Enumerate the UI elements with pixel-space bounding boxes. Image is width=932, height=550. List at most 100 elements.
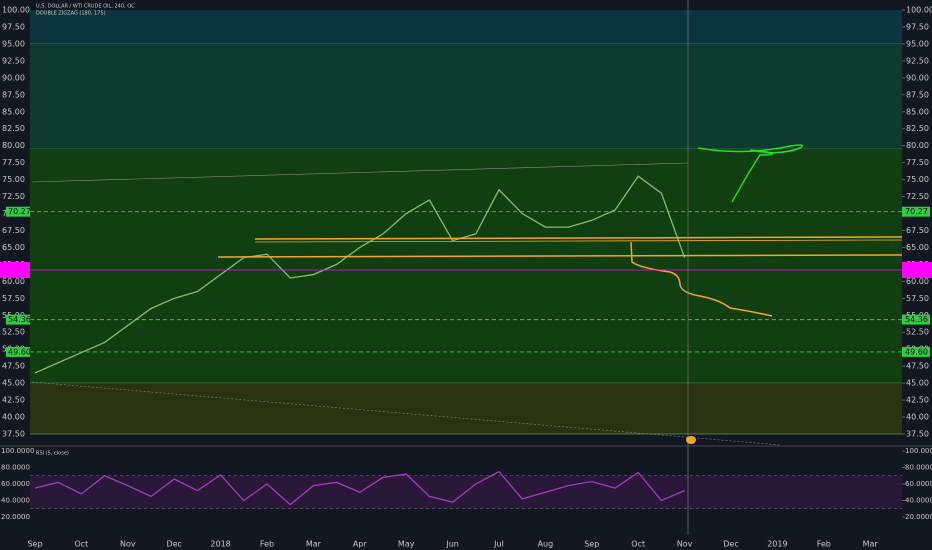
y-tick-label: 20.0000 xyxy=(905,513,932,521)
y-tick-label: 80.0000 xyxy=(905,464,932,472)
x-tick-label: Nov xyxy=(120,540,136,549)
level-tag xyxy=(6,314,30,325)
rsi-title: RSI (5, close) xyxy=(36,451,69,457)
y-tick-label: 87.50 xyxy=(906,90,929,99)
orange-line xyxy=(217,254,903,258)
price-tag xyxy=(0,262,30,278)
y-tick-label: 52.50 xyxy=(906,328,929,337)
x-tick-label: Jul xyxy=(493,540,504,549)
y-tick-label: 40.0000 xyxy=(1,497,30,505)
y-tick-label: 72.50 xyxy=(2,192,25,201)
x-tick-label: Dec xyxy=(723,540,738,549)
y-tick-label: 97.50 xyxy=(906,22,929,31)
price-line xyxy=(34,175,686,374)
y-tick-label: 82.50 xyxy=(906,124,929,133)
y-tick-label: 37.50 xyxy=(2,430,25,439)
y-tick-label: 60.00 xyxy=(2,277,25,286)
y-tick-label: 100.0000 xyxy=(1,447,34,455)
zone xyxy=(30,10,902,44)
y-tick-label: 75.00 xyxy=(2,175,25,184)
x-tick-label: Feb xyxy=(817,540,831,549)
orange-line xyxy=(254,236,903,240)
zone xyxy=(30,383,902,434)
trend-line xyxy=(31,381,781,446)
x-tick-label: Oct xyxy=(74,540,88,549)
y-tick-label: 95.00 xyxy=(2,39,25,48)
zones xyxy=(30,10,902,435)
y-tick-label: 100.0000 xyxy=(905,447,932,455)
y-tick-label: 87.50 xyxy=(2,90,25,99)
y-tick-label: 75.00 xyxy=(906,175,929,184)
orange-line xyxy=(254,239,903,243)
marker xyxy=(686,436,696,444)
x-tick-label: Nov xyxy=(677,540,693,549)
y-tick-label: 82.50 xyxy=(2,124,25,133)
x-tick-label: Dec xyxy=(166,540,181,549)
y-tick-label: 77.50 xyxy=(2,158,25,167)
y-tick-label: 90.00 xyxy=(2,73,25,82)
chart-subtitle: DOUBLE ZIGZAG (180, 175) xyxy=(36,11,106,17)
x-tick-label: Apr xyxy=(353,540,368,549)
level-tag xyxy=(6,346,30,357)
y-tick-label: 67.50 xyxy=(2,226,25,235)
x-tick-label: May xyxy=(398,540,415,549)
price-tag xyxy=(902,262,932,278)
y-tick-label: 95.00 xyxy=(906,39,929,48)
y-tick-label: 57.50 xyxy=(2,294,25,303)
y-tick-label: 45.00 xyxy=(906,379,929,388)
y-tick-label: 60.00 xyxy=(906,277,929,286)
y-tick-label: 60.0000 xyxy=(905,480,932,488)
y-tick-label: 60.0000 xyxy=(1,480,30,488)
x-tick-label: Aug xyxy=(538,540,554,549)
y-tick-label: 57.50 xyxy=(906,294,929,303)
level-tag xyxy=(902,314,930,325)
level-label: 49.60 xyxy=(905,347,928,356)
x-tick-label: 2018 xyxy=(210,540,230,549)
y-tick-label: 77.50 xyxy=(906,158,929,167)
y-tick-label: 80.00 xyxy=(906,141,929,150)
y-tick-label: 85.00 xyxy=(906,107,929,116)
y-tick-label: 72.50 xyxy=(906,192,929,201)
freehand xyxy=(697,144,804,203)
chart-title: U.S. DOLLAR / WTI CRUDE OIL, 240, OC xyxy=(36,4,135,10)
x-tick-label: Mar xyxy=(863,540,879,549)
x-tick-label: Sep xyxy=(584,540,599,549)
price-pane: 37.50 37.50 40.00 40.00 42.50 42.50 45.00 45.00… xyxy=(2,6,932,439)
y-tick-label: 45.00 xyxy=(2,379,25,388)
zone xyxy=(30,149,902,384)
y-tick-label: 65.00 xyxy=(906,243,929,252)
y-tick-label: 65.00 xyxy=(2,243,25,252)
y-tick-label: 40.0000 xyxy=(905,497,932,505)
y-tick-label: 100.00 xyxy=(906,6,932,15)
y-tick-label: 20.0000 xyxy=(1,513,30,521)
y-tick-label: 80.0000 xyxy=(1,464,30,472)
level-tag xyxy=(902,346,930,357)
rsi-pane: 20.0000 20.0000 40.0000 40.0000 60.0000 60.00… xyxy=(1,447,932,521)
x-tick-label: Sep xyxy=(27,540,42,549)
level-label: 54.36 xyxy=(905,315,928,324)
y-tick-label: 67.50 xyxy=(906,226,929,235)
x-tick-label: Jun xyxy=(445,540,459,549)
y-tick-label: 47.50 xyxy=(906,362,929,371)
level-label: 49.60 xyxy=(8,347,31,356)
y-tick-label: 42.50 xyxy=(2,396,25,405)
projection xyxy=(630,241,773,317)
x-tick-label: Oct xyxy=(631,540,645,549)
x-tick-label: Mar xyxy=(306,540,322,549)
y-tick-label: 85.00 xyxy=(2,107,25,116)
level-label: 54.36 xyxy=(8,315,31,324)
level-label: 70.27 xyxy=(905,207,928,216)
y-tick-label: 52.50 xyxy=(2,328,25,337)
y-tick-label: 100.00 xyxy=(2,6,30,15)
level-tag xyxy=(6,206,30,217)
y-tick-label: 37.50 xyxy=(906,430,929,439)
zone xyxy=(30,43,902,150)
y-tick-label: 97.50 xyxy=(2,22,25,31)
y-tick-label: 40.00 xyxy=(906,413,929,422)
x-tick-label: 2019 xyxy=(767,540,787,549)
y-tick-label: 90.00 xyxy=(906,73,929,82)
trend-line xyxy=(31,162,689,183)
y-tick-label: 47.50 xyxy=(2,362,25,371)
level-tag xyxy=(902,206,930,217)
